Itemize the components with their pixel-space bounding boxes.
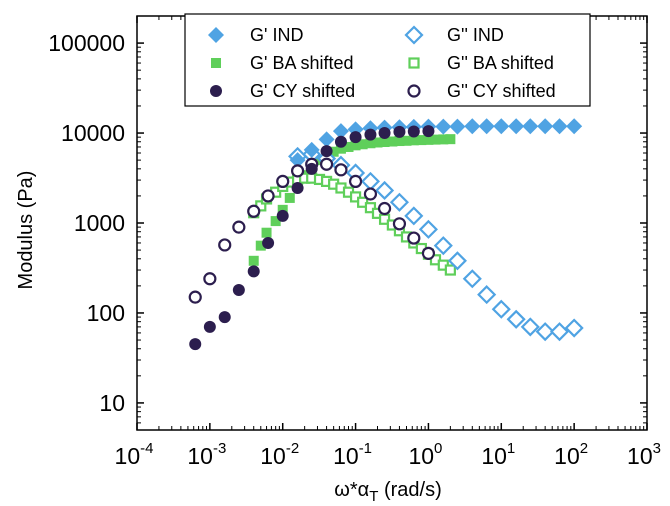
- point-g-double-prime-cy-shifted: [263, 190, 274, 201]
- legend-label: G' CY shifted: [250, 81, 355, 101]
- point-g-double-prime-cy-shifted: [408, 233, 419, 244]
- point-g-double-prime-cy-shifted: [292, 165, 303, 176]
- point-g-prime-ba-shifted: [285, 193, 295, 203]
- point-g-double-prime-ind: [552, 324, 568, 340]
- point-g-double-prime-cy-shifted: [190, 292, 201, 303]
- y-tick-label: 100: [87, 300, 125, 326]
- point-g-prime-ind: [464, 118, 480, 134]
- point-g-double-prime-cy-shifted: [423, 248, 434, 259]
- legend-marker: [211, 58, 221, 68]
- y-tick-label: 1000: [74, 210, 125, 236]
- legend-label: G' BA shifted: [250, 53, 354, 73]
- point-g-double-prime-ind: [566, 320, 582, 336]
- point-g-prime-ind: [319, 131, 335, 147]
- y-tick-label: 10: [99, 390, 125, 416]
- x-tick-label: 102: [554, 440, 588, 469]
- point-g-prime-ba-shifted: [445, 134, 455, 144]
- point-g-double-prime-ind: [420, 221, 436, 237]
- point-g-double-prime-cy-shifted: [394, 218, 405, 229]
- legend-label: G'' CY shifted: [447, 81, 556, 101]
- x-axis-label-main: ω*α: [334, 479, 369, 501]
- point-g-prime-cy-shifted: [335, 136, 347, 148]
- point-g-double-prime-ind: [508, 311, 524, 327]
- x-tick-label: 100: [408, 440, 442, 469]
- point-g-double-prime-cy-shifted: [233, 222, 244, 233]
- legend-marker: [409, 86, 420, 97]
- x-tick-label: 10-1: [333, 440, 372, 469]
- point-g-double-prime-ind: [464, 271, 480, 287]
- y-tick-label: 10000: [61, 120, 125, 146]
- x-tick-label: 103: [627, 440, 661, 469]
- x-axis-label-subscript: T: [369, 488, 378, 505]
- point-g-prime-ind: [522, 118, 538, 134]
- legend-label: G'' BA shifted: [447, 53, 554, 73]
- point-g-prime-ind: [566, 118, 582, 134]
- point-g-prime-cy-shifted: [262, 237, 274, 249]
- point-g-double-prime-ba-shifted: [446, 266, 455, 275]
- point-g-prime-cy-shifted: [422, 125, 434, 137]
- x-tick-label: 101: [481, 440, 515, 469]
- point-g-prime-cy-shifted: [350, 131, 362, 143]
- point-g-prime-ba-shifted: [249, 256, 259, 266]
- point-g-prime-cy-shifted: [292, 182, 304, 194]
- point-g-double-prime-ind: [406, 208, 422, 224]
- x-axis-label-unit: (rad/s): [378, 479, 441, 501]
- y-axis-label: Modulus (Pa): [15, 171, 37, 290]
- point-g-double-prime-ind: [522, 319, 538, 335]
- point-g-prime-cy-shifted: [408, 126, 420, 138]
- x-tick-label: 10-2: [260, 440, 299, 469]
- x-tick-label: 10-4: [115, 440, 154, 469]
- point-g-double-prime-ind: [391, 194, 407, 210]
- point-g-prime-ind: [435, 119, 451, 135]
- legend-label: G' IND: [250, 25, 303, 45]
- point-g-prime-cy-shifted: [306, 163, 318, 175]
- x-axis-label: ω*αT (rad/s): [334, 479, 441, 505]
- point-g-double-prime-cy-shifted: [204, 273, 215, 284]
- point-g-prime-cy-shifted: [248, 265, 260, 277]
- legend-marker: [410, 59, 419, 68]
- point-g-double-prime-ind: [377, 182, 393, 198]
- point-g-double-prime-cy-shifted: [379, 203, 390, 214]
- legend: G' IND G'' IND G' BA shifted G'' BA shifted…: [185, 14, 590, 106]
- point-g-prime-cy-shifted: [219, 311, 231, 323]
- point-g-double-prime-cy-shifted: [321, 159, 332, 170]
- point-g-prime-cy-shifted: [364, 129, 376, 141]
- point-g-prime-cy-shifted: [204, 321, 216, 333]
- point-g-prime-ind: [508, 118, 524, 134]
- point-g-double-prime-ind: [362, 173, 378, 189]
- point-g-prime-ind: [493, 118, 509, 134]
- data-points: [189, 118, 582, 350]
- point-g-prime-ind: [479, 118, 495, 134]
- point-g-prime-cy-shifted: [393, 126, 405, 138]
- point-g-prime-cy-shifted: [277, 210, 289, 222]
- point-g-prime-cy-shifted: [233, 284, 245, 296]
- point-g-prime-ba-shifted: [262, 228, 272, 238]
- point-g-prime-cy-shifted: [379, 127, 391, 139]
- point-g-double-prime-cy-shifted: [219, 239, 230, 250]
- point-g-double-prime-cy-shifted: [277, 176, 288, 187]
- point-g-prime-ind: [537, 118, 553, 134]
- y-tick-label: 100000: [48, 30, 125, 56]
- legend-marker: [210, 85, 222, 97]
- point-g-prime-ind: [552, 118, 568, 134]
- point-g-prime-cy-shifted: [189, 338, 201, 350]
- point-g-double-prime-ind: [435, 238, 451, 254]
- point-g-prime-cy-shifted: [321, 145, 333, 157]
- point-g-double-prime-cy-shifted: [350, 176, 361, 187]
- point-g-prime-ind: [449, 119, 465, 135]
- point-g-double-prime-ind: [479, 287, 495, 303]
- x-tick-label: 10-3: [187, 440, 226, 469]
- legend-label: G'' IND: [447, 25, 504, 45]
- point-g-double-prime-ind: [493, 301, 509, 317]
- point-g-double-prime-cy-shifted: [248, 206, 259, 217]
- point-g-double-prime-cy-shifted: [365, 189, 376, 200]
- point-g-double-prime-cy-shifted: [335, 164, 346, 175]
